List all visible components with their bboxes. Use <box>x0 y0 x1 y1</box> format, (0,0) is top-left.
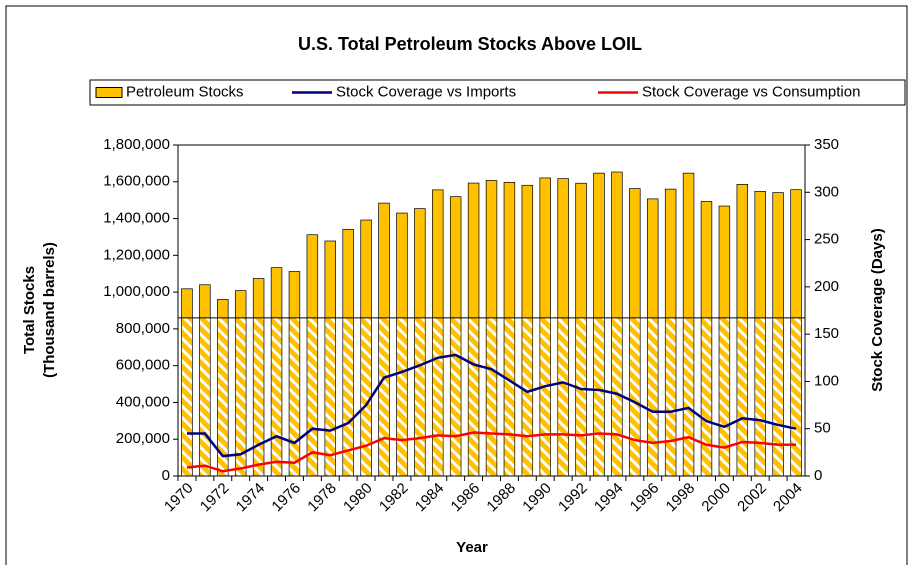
bar-hatch <box>594 317 604 476</box>
y2-tick-label: 50 <box>814 420 831 437</box>
line <box>186 431 797 473</box>
y2-tick-label: 150 <box>814 325 839 342</box>
y2-tick-label: 300 <box>814 183 839 200</box>
bar-hatch <box>558 317 569 476</box>
bar-hatch <box>307 317 318 476</box>
bar-hatch <box>325 317 336 476</box>
bar-hatch <box>701 317 712 476</box>
y-tick-label: 0 <box>162 467 170 484</box>
bar-hatch <box>647 317 658 476</box>
y-tick-label: 1,600,000 <box>103 173 170 190</box>
bar-hatch <box>540 317 551 476</box>
y2-tick-label: 100 <box>814 372 839 389</box>
line <box>186 353 797 458</box>
y-tick-label: 1,200,000 <box>103 246 170 263</box>
bar-hatch <box>343 317 354 476</box>
y2-tick-label: 0 <box>814 467 822 484</box>
x-axis-title: Year <box>456 539 488 556</box>
legend-swatch <box>95 87 123 98</box>
legend-label: Stock Coverage vs Consumption <box>642 83 860 100</box>
legend <box>89 79 906 106</box>
y-tick-label: 1,000,000 <box>103 283 170 300</box>
legend-label: Stock Coverage vs Imports <box>336 83 516 100</box>
y2-axis-title: Stock Coverage (Days) <box>869 228 886 391</box>
bar-hatch <box>486 317 497 476</box>
bar-hatch <box>450 317 461 476</box>
bar-hatch <box>182 317 192 476</box>
bar-hatch <box>791 317 801 476</box>
bar-hatch <box>271 317 282 476</box>
bar-hatch <box>719 317 730 476</box>
bar-hatch <box>432 317 443 476</box>
y2-tick-label: 200 <box>814 278 839 295</box>
bar-hatch <box>737 317 748 476</box>
y-tick-label: 1,400,000 <box>103 210 170 227</box>
legend-label: Petroleum Stocks <box>126 83 244 100</box>
bar-hatch <box>576 317 586 476</box>
bar-hatch <box>253 317 264 476</box>
y-tick-label: 200,000 <box>116 430 170 447</box>
bar-hatch <box>504 317 515 476</box>
bar-hatch <box>755 317 766 476</box>
bar-hatch <box>397 317 407 476</box>
y-tick-label: 400,000 <box>116 393 170 410</box>
bar-hatch <box>379 317 389 476</box>
bar-hatch <box>235 317 246 476</box>
y-tick-label: 800,000 <box>116 320 170 337</box>
bar-hatch <box>773 317 784 476</box>
bar-hatch <box>414 317 425 476</box>
chart-title: U.S. Total Petroleum Stocks Above LOIL <box>298 34 642 54</box>
y2-tick-label: 350 <box>814 136 839 153</box>
bar-hatch <box>629 317 640 476</box>
bar-hatch <box>522 317 533 476</box>
bar-hatch <box>468 317 479 476</box>
bar-hatch <box>199 317 210 476</box>
bar-hatch <box>361 317 371 476</box>
y2-tick-label: 250 <box>814 231 839 248</box>
bar-hatch <box>665 317 676 476</box>
y-tick-label: 1,800,000 <box>103 136 170 153</box>
bar-hatch <box>289 317 300 476</box>
bar-hatch <box>683 317 694 476</box>
bar-hatch <box>612 317 622 476</box>
bar-hatch <box>217 317 228 476</box>
y-tick-label: 600,000 <box>116 357 170 374</box>
y-axis-title: (Thousand barrels) <box>41 242 58 378</box>
y-axis-title: Total Stocks <box>21 266 38 354</box>
